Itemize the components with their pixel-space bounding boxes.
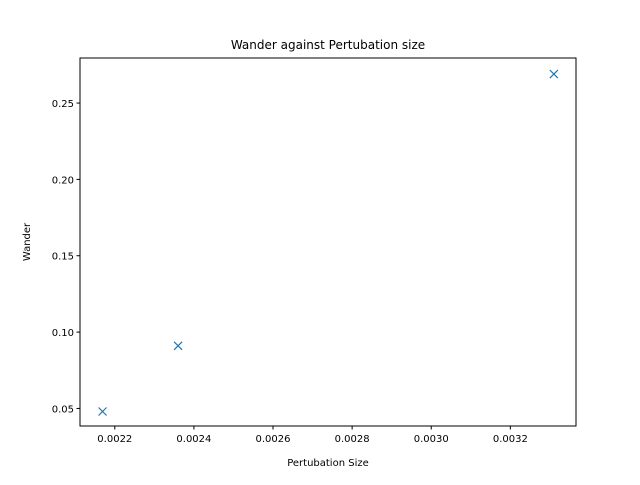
plot-area-frame bbox=[79, 57, 577, 427]
x-axis-label: Pertubation Size bbox=[287, 458, 369, 469]
plot-marks bbox=[98, 69, 559, 416]
x-tick-label: 0.0028 bbox=[335, 434, 370, 445]
x-tick-label: 0.0022 bbox=[97, 434, 132, 445]
x-tick-label: 0.0026 bbox=[256, 434, 291, 445]
y-tick-label: 0.15 bbox=[52, 252, 74, 263]
y-axis-label: Wander bbox=[22, 222, 33, 261]
x-tick-label: 0.0032 bbox=[493, 434, 528, 445]
y-axis-ticks: 0.05 0.10 0.15 0.20 0.25 bbox=[52, 99, 80, 415]
y-tick-label: 0.20 bbox=[52, 175, 74, 186]
data-point bbox=[549, 69, 559, 79]
data-point bbox=[98, 407, 107, 416]
data-point bbox=[173, 341, 183, 351]
x-tick-label: 0.0030 bbox=[414, 434, 449, 445]
y-tick-label: 0.10 bbox=[52, 328, 74, 339]
x-axis-ticks: 0.0022 0.0024 0.0026 0.0028 0.0030 0.0032 bbox=[97, 426, 528, 445]
y-tick-label: 0.05 bbox=[52, 404, 74, 415]
y-tick-label: 0.25 bbox=[52, 99, 74, 110]
chart-title: Wander against Pertubation size bbox=[231, 38, 425, 52]
x-tick-label: 0.0024 bbox=[176, 434, 211, 445]
